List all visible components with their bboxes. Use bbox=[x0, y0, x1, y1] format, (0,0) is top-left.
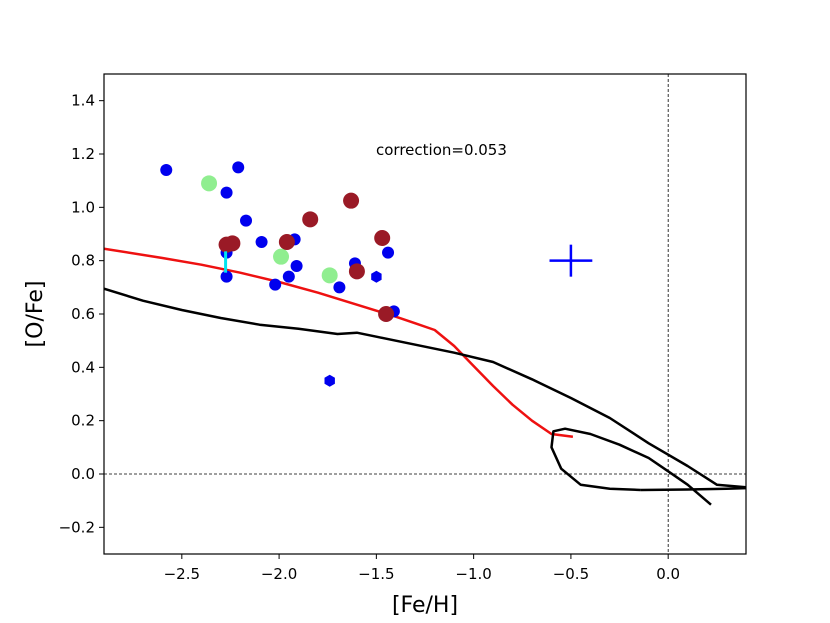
y-tick-label: 0.2 bbox=[71, 412, 95, 430]
y-tick-label: 0.6 bbox=[71, 305, 95, 323]
black-tail bbox=[640, 486, 746, 492]
blue-dots-point bbox=[240, 214, 253, 227]
blue-dots-point bbox=[232, 161, 245, 174]
blue-dots-point bbox=[282, 270, 295, 283]
x-tick-label: −0.5 bbox=[553, 565, 589, 583]
blue-hexagons-point bbox=[371, 270, 382, 283]
light-green-point bbox=[201, 175, 218, 192]
x-tick-label: −1.5 bbox=[358, 565, 394, 583]
y-tick-label: 0.4 bbox=[71, 358, 95, 376]
light-green-point bbox=[273, 248, 290, 265]
x-axis-title: [Fe/H] bbox=[392, 593, 458, 618]
light-green-point bbox=[321, 267, 338, 284]
black-curve bbox=[104, 287, 746, 489]
blue-dots-point bbox=[220, 270, 233, 283]
dark-red-point bbox=[374, 230, 391, 246]
blue-dots-point bbox=[382, 246, 395, 259]
dark-red-point bbox=[302, 211, 319, 228]
y-tick-label: 0.0 bbox=[71, 465, 95, 483]
ticks-layer: −2.5 −2.0 −1.5 −1.0 −0.5 0.0 −0.2 0.0 0.2 0.4 0.6 0… bbox=[59, 92, 681, 583]
x-tick-label: −2.5 bbox=[164, 565, 200, 583]
blue-dots-point bbox=[255, 236, 268, 248]
marks-layer bbox=[160, 161, 593, 387]
blue-dots-point bbox=[269, 278, 282, 291]
red-curve bbox=[104, 247, 574, 438]
y-tick-label: 1.0 bbox=[71, 198, 95, 216]
dark-red-point bbox=[343, 192, 360, 209]
dark-red-point bbox=[224, 235, 241, 252]
x-tick-label: 0.0 bbox=[656, 565, 680, 583]
y-tick-label: −0.2 bbox=[59, 518, 95, 536]
blue-dots-point bbox=[160, 164, 173, 176]
x-tick-label: −2.0 bbox=[261, 565, 297, 583]
black-loop bbox=[550, 427, 712, 506]
blue-dots-point bbox=[290, 260, 303, 272]
y-tick-label: 1.4 bbox=[71, 92, 95, 110]
blue-hexagons-point bbox=[324, 374, 335, 387]
y-tick-label: 1.2 bbox=[71, 145, 95, 163]
lines-layer bbox=[104, 74, 746, 554]
blue-dots-point bbox=[220, 186, 233, 199]
dark-red-point bbox=[378, 306, 395, 322]
y-axis-title: [O/Fe] bbox=[23, 281, 48, 348]
x-tick-label: −1.0 bbox=[455, 565, 491, 583]
y-tick-label: 0.8 bbox=[71, 252, 95, 270]
blue-dots-point bbox=[333, 281, 346, 294]
dark-red-point bbox=[278, 234, 295, 250]
dark-red-point bbox=[348, 263, 365, 280]
correction-annotation: correction=0.053 bbox=[376, 141, 507, 159]
